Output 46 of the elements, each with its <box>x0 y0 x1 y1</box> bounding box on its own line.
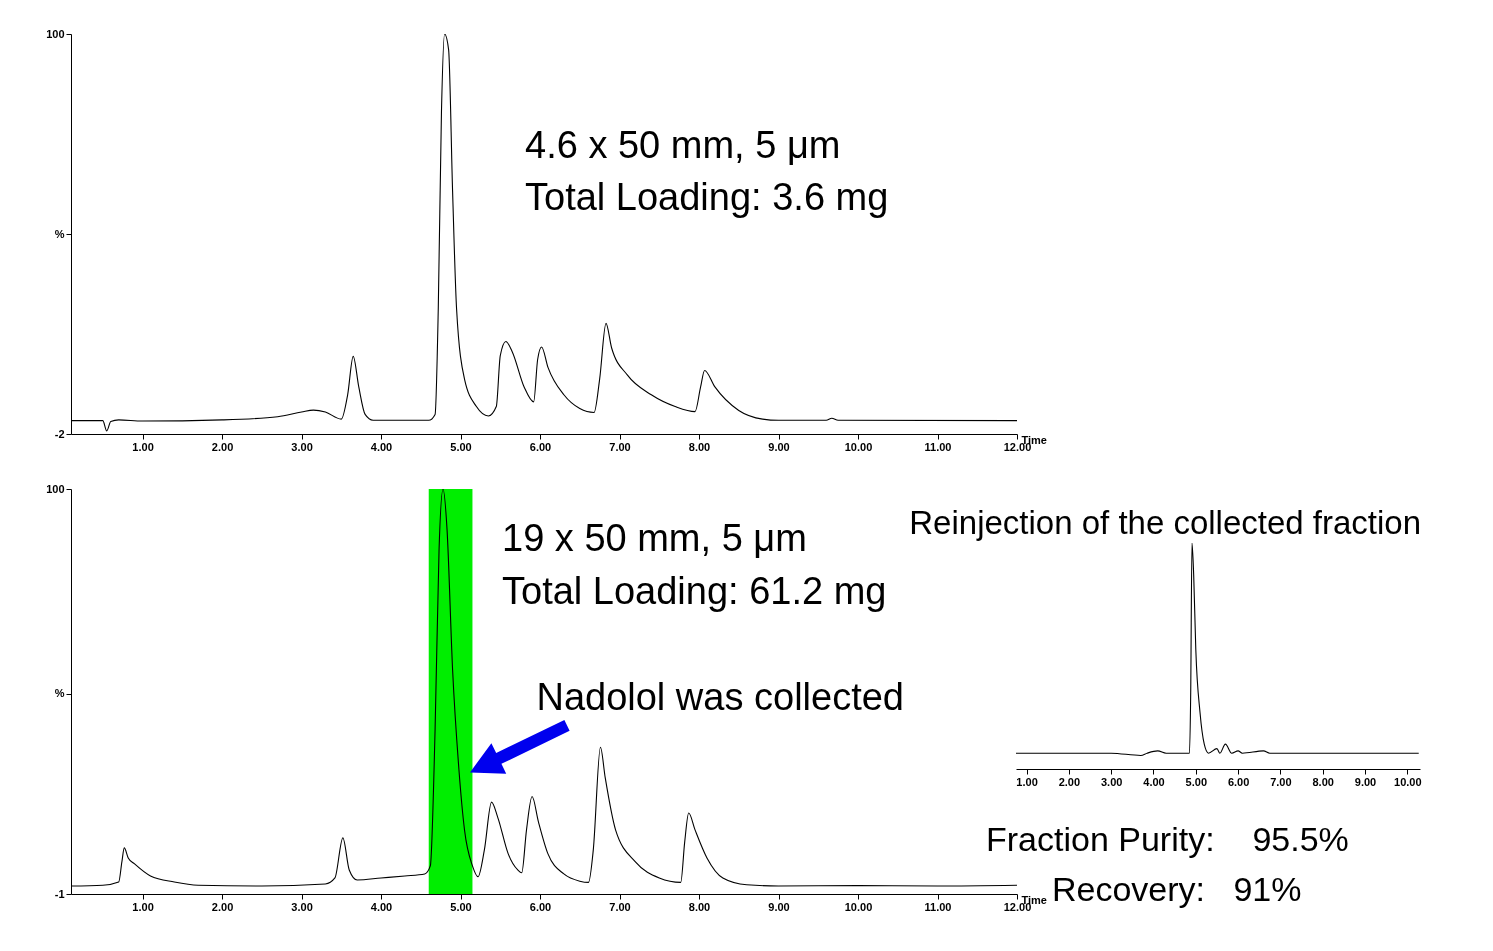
x-tick-label: 9.00 <box>768 900 790 913</box>
y-tick-label: % <box>54 687 65 699</box>
annotation: Total Loading: 61.2 mg <box>502 570 887 612</box>
y-tick-label: 100 <box>46 27 65 40</box>
x-tick-label: 2.00 <box>211 900 234 913</box>
y-tick-label: -2 <box>54 427 65 440</box>
x-tick-label: 1.00 <box>1016 775 1038 788</box>
annotation: Fraction Purity: 95.5% <box>986 820 1349 858</box>
x-tick-label: 7.00 <box>609 900 631 913</box>
x-tick-label: 10.00 <box>844 900 873 913</box>
x-tick-label: 7.00 <box>1270 775 1292 788</box>
annotation: 19 x 50 mm, 5 μm <box>502 517 807 559</box>
x-tick-label: 1.00 <box>132 900 154 913</box>
x-tick-label: 6.00 <box>529 900 552 913</box>
x-tick-label: 6.00 <box>529 440 552 453</box>
y-tick-label: 100 <box>46 482 65 495</box>
chart-title: Reinjection of the collected fraction <box>909 504 1422 541</box>
x-tick-label: 9.00 <box>1354 775 1377 788</box>
x-tick-label: 10.00 <box>844 440 873 453</box>
band-label: Nadolol was collected <box>536 676 904 718</box>
x-tick-label: 6.00 <box>1227 775 1250 788</box>
text: Recovery: 91% <box>1052 870 1302 908</box>
x-tick-label: 5.00 <box>450 900 472 913</box>
x-tick-label: 3.00 <box>1100 775 1123 788</box>
x-tick-label: 2.00 <box>1058 775 1081 788</box>
x-tick-label: 8.00 <box>688 440 711 453</box>
x-tick-label: 10.00 <box>1394 775 1422 788</box>
x-tick-label: 11.00 <box>924 900 952 913</box>
x-tick-label: 4.00 <box>1143 775 1165 788</box>
x-tick-label: 3.00 <box>291 900 313 913</box>
x-tick-label: 9.00 <box>768 440 790 453</box>
annotation: Total Loading: 3.6 mg <box>525 176 889 218</box>
y-tick-label: % <box>54 227 65 240</box>
x-tick-label: 4.00 <box>370 900 393 913</box>
x-tick-label: 1.00 <box>132 440 154 453</box>
x-tick-label: 8.00 <box>688 900 711 913</box>
x-tick-label: 5.00 <box>1185 775 1207 788</box>
y-tick-label: -1 <box>54 887 65 900</box>
x-tick-label: 11.00 <box>924 440 952 453</box>
x-tick-label: 7.00 <box>609 440 631 453</box>
x-tick-label: 2.00 <box>211 440 234 453</box>
x-tick-label: 5.00 <box>450 440 472 453</box>
x-tick-label: 4.00 <box>370 440 393 453</box>
x-tick-label: 3.00 <box>291 440 313 453</box>
annotation: 4.6 x 50 mm, 5 μm <box>525 124 841 166</box>
x-tick-label: 8.00 <box>1312 775 1334 788</box>
